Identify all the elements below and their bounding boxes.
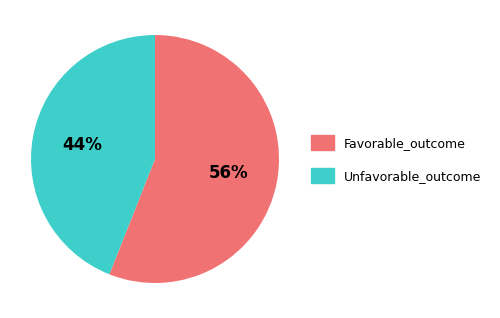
Text: 56%: 56% (208, 164, 248, 182)
Text: 44%: 44% (62, 136, 102, 154)
Wedge shape (31, 35, 155, 274)
Wedge shape (110, 35, 279, 283)
Legend: Favorable_outcome, Unfavorable_outcome: Favorable_outcome, Unfavorable_outcome (306, 130, 486, 188)
